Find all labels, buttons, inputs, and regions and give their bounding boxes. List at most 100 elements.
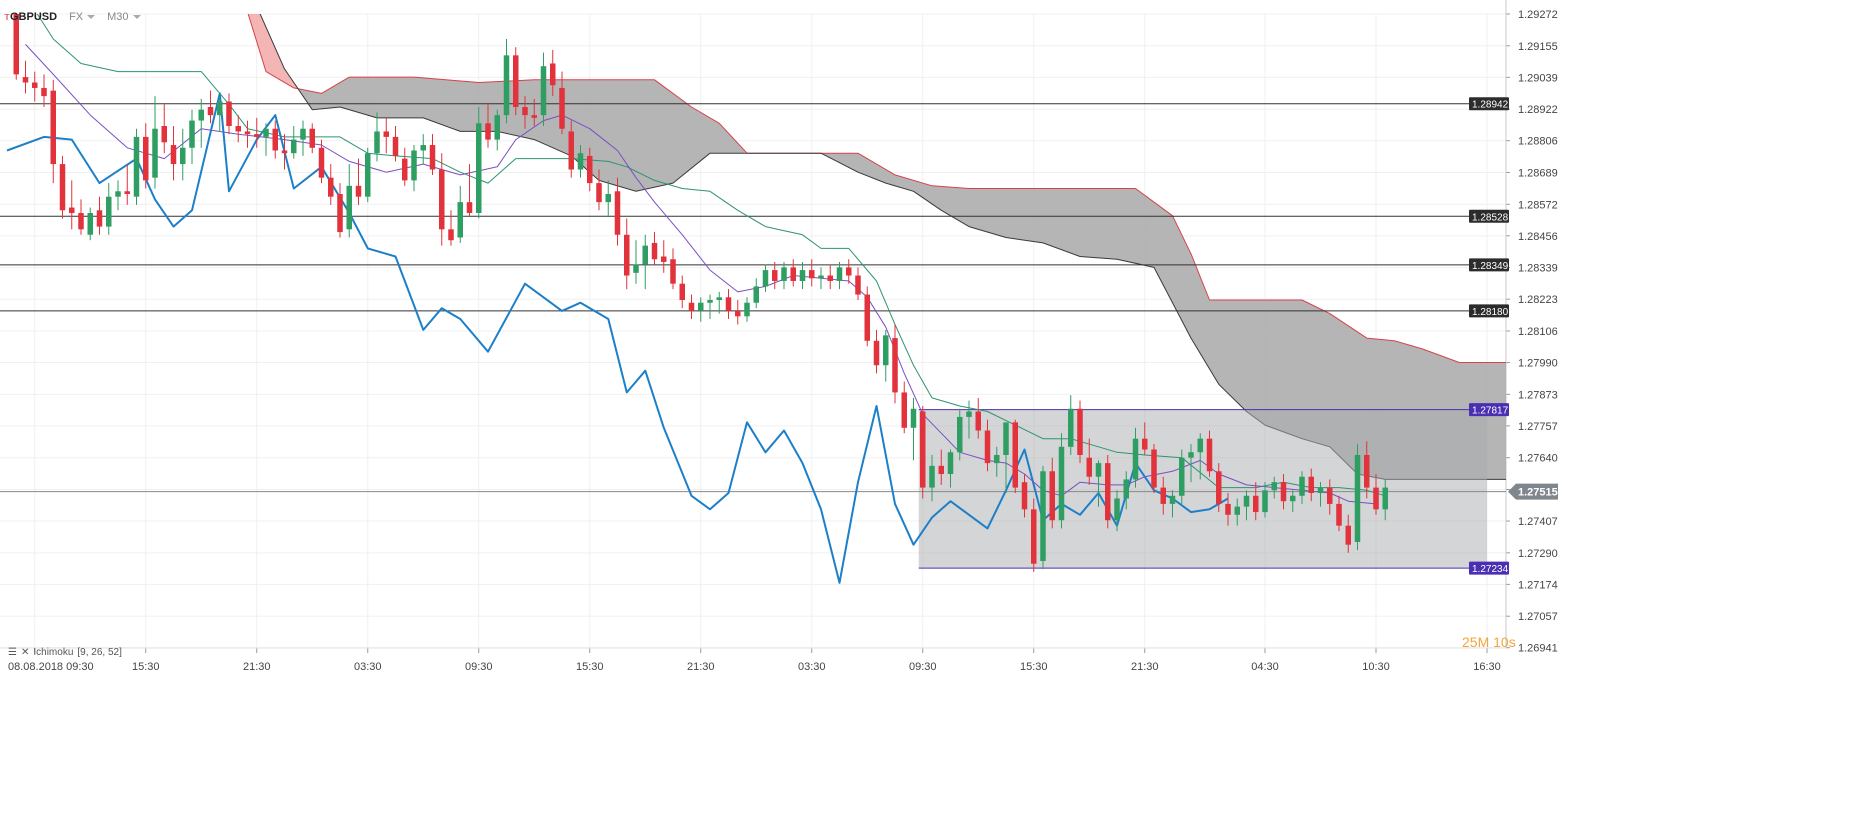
candle-body — [1382, 487, 1388, 510]
candle-body — [1105, 463, 1111, 521]
candle-body — [550, 63, 556, 86]
price-tick-label: 1.29039 — [1518, 72, 1558, 84]
candle-body — [383, 131, 389, 137]
candle-body — [244, 131, 251, 135]
level-tag: 1.28180 — [1472, 307, 1509, 318]
range-bottom-tag: 1.27234 — [1472, 564, 1509, 575]
candle-body — [235, 126, 241, 132]
candle-body — [309, 128, 315, 148]
tenkan-sen-line — [25, 44, 1377, 505]
candle-body — [1271, 482, 1277, 491]
candle-body — [59, 164, 66, 211]
candle-body — [1169, 495, 1176, 504]
candle-body — [725, 297, 732, 311]
candle-body — [281, 150, 288, 154]
candle-body — [1077, 408, 1083, 455]
candle-body — [439, 169, 445, 230]
candle-body — [901, 392, 907, 428]
level-tag-bg — [1469, 304, 1509, 318]
candle-body — [957, 416, 963, 453]
candle-body — [1049, 471, 1055, 521]
candle-body — [753, 286, 759, 303]
candle-body — [596, 183, 602, 203]
kumo-cloud — [296, 77, 745, 192]
indicator-params: [9, 26, 52] — [77, 647, 122, 658]
candle-body — [374, 131, 380, 154]
candle-body — [180, 147, 186, 165]
price-tick-label: 1.29155 — [1518, 41, 1558, 53]
candle-body — [531, 115, 537, 118]
candle-body — [1132, 438, 1139, 480]
candle-body — [642, 245, 648, 265]
price-tick-label: 1.27407 — [1518, 516, 1558, 528]
candle-body — [1197, 438, 1203, 453]
kumo-cloud — [248, 14, 297, 89]
candle-body — [318, 147, 325, 178]
candle-body — [485, 123, 491, 140]
candle-body — [1031, 509, 1037, 564]
candle-body — [1123, 479, 1129, 499]
symbol-label[interactable]: GBPUSD — [10, 11, 58, 23]
candle-body — [651, 242, 658, 260]
market-selector[interactable]: FX — [69, 11, 96, 23]
candle-body — [614, 191, 621, 235]
candle-body — [1142, 438, 1148, 450]
close-icon[interactable]: ✕ — [20, 647, 30, 658]
candle-body — [448, 229, 454, 241]
candle-body — [457, 202, 463, 238]
price-tick-label: 1.27873 — [1518, 389, 1558, 401]
senkou-span-a-line — [247, 14, 1506, 363]
candle-body — [1114, 498, 1120, 521]
indicator-name: Ichimoku — [33, 647, 74, 658]
candle-body — [1234, 506, 1240, 515]
candle-body — [568, 131, 574, 170]
time-tick-label: 21:30 — [243, 661, 271, 673]
candle-body — [892, 338, 898, 393]
candle-body — [1095, 463, 1102, 477]
candle-body — [744, 302, 750, 317]
candle-body — [855, 275, 861, 295]
candle-body — [799, 270, 806, 281]
candle-body — [4, 14, 10, 15]
candle-body — [559, 87, 565, 129]
candle-body — [910, 408, 917, 428]
price-tick-label: 1.26941 — [1518, 643, 1558, 655]
candle-body — [735, 310, 741, 317]
candle-body — [13, 14, 19, 75]
candle-body — [809, 270, 815, 279]
candle-body — [994, 454, 1000, 464]
timeframe-label: M30 — [107, 11, 129, 23]
candle-body — [22, 77, 29, 83]
candle-body — [69, 207, 75, 214]
candle-body — [1040, 471, 1046, 562]
time-tick-label: 15:30 — [132, 661, 160, 673]
price-tick-label: 1.27174 — [1518, 579, 1558, 591]
candle-body — [1179, 457, 1185, 496]
timeframe-selector[interactable]: M30 — [107, 11, 141, 23]
candle-body — [540, 66, 547, 116]
candle-body — [1058, 446, 1065, 521]
time-tick-label: 03:30 — [354, 661, 382, 673]
chevron-down-icon — [132, 15, 141, 20]
candle-body — [707, 300, 713, 303]
level-tag: 1.28349 — [1472, 261, 1509, 272]
level-tag: 1.28528 — [1472, 212, 1509, 223]
settings-icon[interactable]: ☰ — [8, 647, 17, 658]
indicator-legend: ☰ ✕ Ichimoku [9, 26, 52] — [8, 647, 122, 658]
candle-body — [1216, 471, 1222, 504]
candle-body — [883, 335, 889, 366]
candle-body — [1068, 408, 1074, 447]
candle-body — [670, 259, 676, 284]
candle-body — [328, 177, 334, 197]
candle-body — [975, 411, 981, 431]
candle-body — [32, 82, 38, 88]
candle-body — [1354, 454, 1361, 542]
candle-body — [698, 302, 704, 311]
candle-body — [1243, 495, 1250, 507]
time-tick-label: 09:30 — [465, 661, 493, 673]
candle-body — [1299, 476, 1305, 496]
candle-body — [836, 267, 843, 281]
time-tick-label: 08.08.2018 09:30 — [8, 661, 94, 673]
